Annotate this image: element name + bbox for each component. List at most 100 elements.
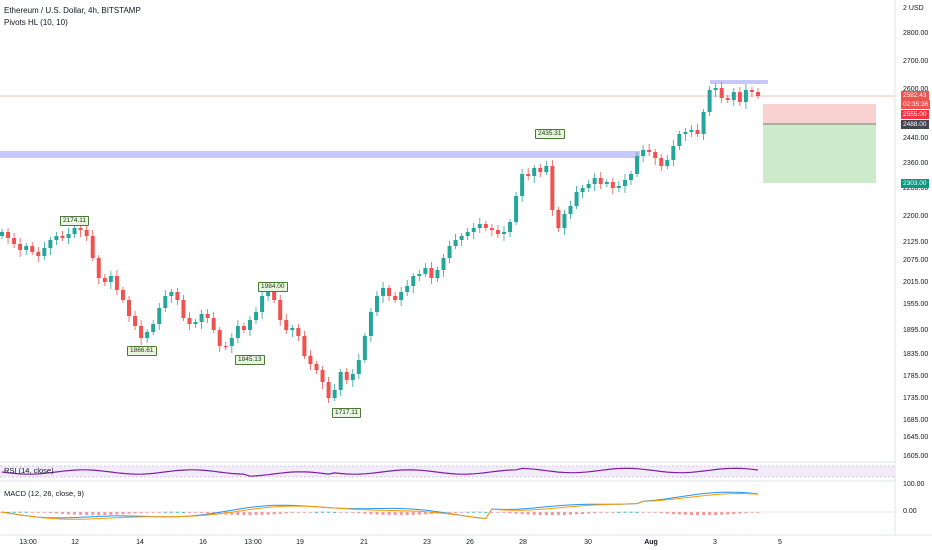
candle-body bbox=[489, 228, 494, 230]
macd-histogram-bar bbox=[272, 512, 276, 515]
candle-body bbox=[133, 316, 138, 326]
candle-body bbox=[211, 318, 216, 330]
macd-histogram-bar bbox=[405, 512, 409, 516]
macd-histogram-bar bbox=[490, 512, 494, 513]
time-axis-tick: 21 bbox=[360, 539, 368, 546]
macd-histogram-bar bbox=[42, 512, 46, 513]
macd-histogram-bar bbox=[556, 512, 560, 516]
price-axis-top: 2 USD bbox=[903, 5, 924, 12]
candle-body bbox=[229, 338, 234, 346]
macd-histogram-bar bbox=[562, 512, 566, 515]
macd-histogram-bar bbox=[97, 512, 101, 516]
macd-histogram-bar bbox=[139, 512, 143, 513]
candle-body bbox=[532, 168, 537, 176]
candle-body bbox=[647, 150, 652, 152]
candle-body bbox=[235, 326, 240, 338]
candle-body bbox=[562, 214, 567, 228]
resistance-zone bbox=[0, 151, 640, 158]
macd-histogram-bar bbox=[91, 512, 95, 516]
candle-body bbox=[205, 314, 210, 318]
candle-body bbox=[260, 296, 265, 312]
price-axis-tick: 1645.00 bbox=[903, 434, 929, 441]
macd-tick: 0.00 bbox=[903, 508, 917, 515]
candle-body bbox=[314, 364, 319, 370]
candle-body bbox=[120, 290, 125, 300]
macd-histogram-bar bbox=[60, 512, 64, 514]
macd-histogram-bar bbox=[67, 512, 71, 515]
macd-histogram-bar bbox=[665, 512, 669, 514]
macd-histogram-bar bbox=[732, 512, 736, 515]
pivot-low-label: 1717.11 bbox=[332, 408, 362, 418]
symbol-title[interactable]: Ethereum / U.S. Dollar, 4h, BITSTAMP bbox=[4, 6, 141, 15]
macd-histogram-bar bbox=[756, 512, 760, 513]
candle-body bbox=[659, 158, 664, 166]
time-axis-tick: 19 bbox=[296, 539, 304, 546]
candle-body bbox=[731, 92, 736, 100]
price-axis-tick: 2280.00 bbox=[903, 185, 929, 192]
price-axis-tick: 2800.00 bbox=[903, 30, 929, 37]
candle-body bbox=[737, 92, 742, 102]
rsi-label[interactable]: RSI (14, close) bbox=[4, 466, 54, 475]
macd-histogram-bar bbox=[48, 512, 52, 513]
macd-histogram-bar bbox=[744, 512, 748, 514]
macd-histogram-bar bbox=[181, 511, 185, 513]
macd-histogram-bar bbox=[629, 511, 633, 513]
macd-histogram-bar bbox=[653, 512, 657, 513]
macd-label[interactable]: MACD (12, 26, close, 9) bbox=[4, 489, 85, 498]
candle-body bbox=[66, 234, 71, 238]
pivot-high-label: 2174.11 bbox=[60, 216, 90, 226]
candle-body bbox=[574, 192, 579, 206]
macd-histogram-bar bbox=[36, 512, 40, 513]
macd-histogram-bar bbox=[526, 512, 530, 515]
macd-histogram-bar bbox=[514, 512, 518, 514]
macd-histogram-bar bbox=[290, 512, 294, 514]
candle-body bbox=[338, 372, 343, 390]
macd-histogram-bar bbox=[103, 512, 107, 516]
rsi-band bbox=[0, 466, 895, 477]
price-axis-currency: USD bbox=[908, 5, 924, 12]
candle-body bbox=[381, 288, 386, 296]
macd-histogram-bar bbox=[708, 512, 712, 516]
candle-body bbox=[411, 276, 416, 286]
candle-body bbox=[272, 290, 277, 300]
macd-histogram-bar bbox=[6, 511, 10, 513]
candle-body bbox=[483, 224, 488, 228]
candle-body bbox=[78, 228, 83, 230]
macd-histogram-bar bbox=[302, 512, 306, 513]
macd-histogram-bar bbox=[218, 512, 222, 515]
price-axis-tick: 2075.00 bbox=[903, 257, 929, 264]
macd-histogram-bar bbox=[351, 512, 355, 513]
time-axis-tick: 14 bbox=[136, 539, 144, 546]
macd-histogram-bar bbox=[175, 511, 179, 513]
macd-histogram-bar bbox=[357, 512, 361, 514]
candle-body bbox=[526, 174, 531, 176]
candle-body bbox=[362, 336, 367, 360]
macd-histogram-bar bbox=[466, 511, 470, 513]
candle-body bbox=[72, 228, 77, 234]
candle-body bbox=[175, 292, 180, 300]
macd-histogram-bar bbox=[448, 512, 452, 513]
price-axis-tick: 1895.00 bbox=[903, 327, 929, 334]
macd-histogram-bar bbox=[593, 512, 597, 514]
macd-histogram-bar bbox=[85, 512, 89, 516]
candle-body bbox=[48, 240, 53, 248]
macd-histogram-bar bbox=[635, 511, 639, 513]
candle-body bbox=[405, 286, 410, 292]
candle-body bbox=[108, 276, 113, 282]
candle-body bbox=[254, 312, 259, 320]
candle-body bbox=[441, 258, 446, 270]
macd-histogram-bar bbox=[411, 512, 415, 515]
candle-body bbox=[60, 236, 65, 238]
macd-histogram-bar bbox=[714, 512, 718, 516]
candle-body bbox=[429, 268, 434, 278]
macd-histogram-bar bbox=[623, 511, 627, 513]
candle-body bbox=[459, 236, 464, 240]
macd-histogram-bar bbox=[163, 511, 167, 513]
macd-histogram-bar bbox=[339, 512, 343, 513]
indicator-label[interactable]: Pivots HL (10, 10) bbox=[4, 18, 68, 27]
time-axis-tick: 28 bbox=[519, 539, 527, 546]
macd-histogram-bar bbox=[79, 512, 83, 515]
candle-body bbox=[90, 236, 95, 258]
candle-body bbox=[417, 274, 422, 276]
